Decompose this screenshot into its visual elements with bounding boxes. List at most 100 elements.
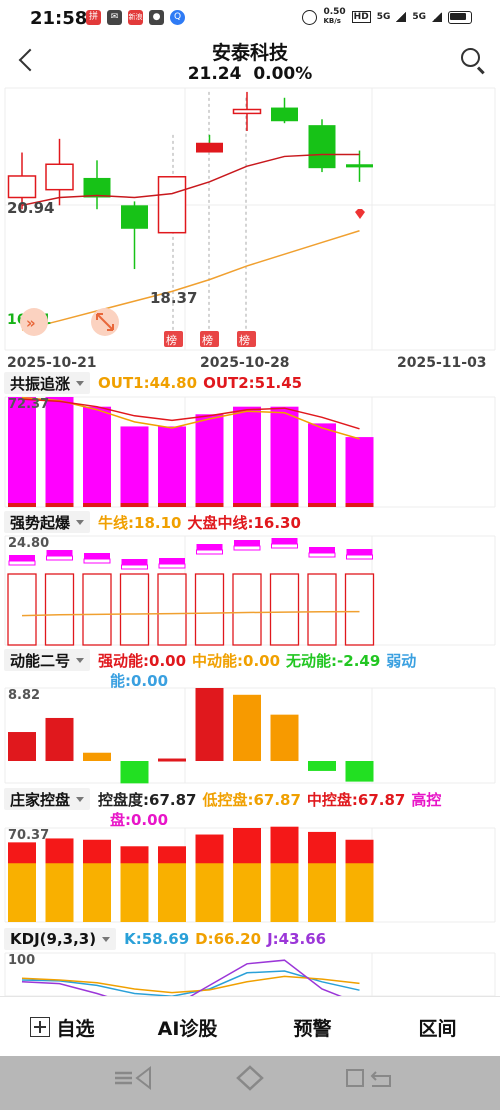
- chevron-down-icon: [76, 519, 85, 525]
- qiangshi-bar: [269, 573, 300, 646]
- signal-icon: [396, 12, 407, 22]
- alert-button[interactable]: 预警: [293, 1017, 332, 1040]
- search-icon[interactable]: [461, 48, 480, 67]
- bang-badge[interactable]: 榜: [237, 331, 256, 347]
- zhuangjia-orange-bar: [158, 863, 186, 922]
- status-time: 21:58: [30, 8, 88, 29]
- gongzhen-bar: [120, 426, 149, 503]
- add-watchlist-button[interactable]: 自选: [0, 1014, 125, 1041]
- net-speed: 0.50: [323, 7, 346, 17]
- candle-body: [346, 164, 373, 168]
- qiangshi-cap: [159, 558, 185, 564]
- svg-text:榜: 榜: [202, 333, 213, 347]
- indicator-selector[interactable]: 庄家控盘: [4, 788, 91, 810]
- chevron-down-icon: [102, 936, 111, 942]
- control-degree-value: 控盘度:67.87: [98, 790, 197, 809]
- stock-change: 0.00%: [253, 64, 313, 84]
- zhuangjia-orange-bar: [8, 863, 36, 922]
- kdj-j-line: [21, 959, 342, 996]
- kdj-k-line: [21, 970, 360, 996]
- ma-orange-line: [21, 230, 360, 331]
- chevron-down-icon: [76, 657, 85, 663]
- sina-icon: 新浪: [128, 10, 143, 25]
- dongneng-bar: [83, 752, 111, 761]
- qiangshi-bar: [44, 573, 75, 646]
- qiangshi-cap-frame: [121, 564, 148, 570]
- gongzhen-bar: [158, 426, 186, 503]
- kdj-axis-max: 100: [8, 953, 36, 968]
- home-icon[interactable]: [236, 1065, 264, 1091]
- date-label-start: 2025-10-21: [7, 355, 97, 371]
- qiangshi-cap: [309, 547, 335, 553]
- hd-icon: HD: [351, 11, 371, 23]
- menu-back-icon[interactable]: [115, 1065, 151, 1091]
- recent-apps-icon[interactable]: [346, 1069, 391, 1087]
- bottom-toolbar: 自选 AI诊股 预警 区间: [0, 996, 500, 1057]
- dongneng-axis-max: 8.82: [8, 688, 41, 703]
- qiangshi-cap-frame: [196, 549, 223, 555]
- bang-badge[interactable]: 榜: [200, 331, 219, 347]
- qiangshi-cap-frame: [271, 543, 298, 549]
- kdj-j-value: J:43.66: [267, 930, 327, 948]
- zhuangjia-orange-bar: [345, 863, 374, 922]
- candle-body: [121, 205, 148, 229]
- qiangshi-cap-frame: [8, 560, 36, 566]
- zhuangjia-orange-bar: [270, 863, 299, 922]
- date-label-mid: 2025-10-28: [200, 355, 290, 371]
- market-midline-value: 大盘中线:16.30: [187, 513, 301, 532]
- signal-diamond-icon: [355, 209, 365, 219]
- mid-control-value: 中控盘:67.87: [306, 790, 406, 809]
- kdj-d-value: D:66.20: [195, 930, 262, 948]
- indicator-bar-kdj: KDJ(9,3,3) K:58.69 D:66.20 J:43.66: [0, 927, 332, 951]
- expand-arrows-icon[interactable]: [91, 308, 119, 336]
- zhuangjia-orange-bar: [45, 863, 74, 922]
- range-button[interactable]: 区间: [418, 1017, 457, 1040]
- indicator-bar-dongneng: 动能二号 强动能:0.00 中动能:0.00 无动能:-2.49 弱动: [0, 648, 422, 672]
- qiangshi-bar: [307, 573, 337, 646]
- strong-momentum-value: 强动能:0.00: [98, 651, 187, 670]
- signal-5g-1: 5G: [376, 12, 391, 22]
- gongzhen-bar-base: [270, 503, 299, 507]
- qiangshi-bar: [157, 573, 187, 646]
- net-unit: KB/s: [323, 17, 341, 25]
- qiangshi-cap: [121, 559, 148, 565]
- stock-name: 安泰科技: [211, 42, 288, 64]
- out1-value: OUT1:44.80: [98, 374, 198, 392]
- dongneng-bar: [158, 758, 186, 762]
- qiangshi-cap: [234, 540, 260, 546]
- zhuangjia-orange-bar: [120, 863, 149, 922]
- mid-momentum-value: 中动能:0.00: [192, 651, 281, 670]
- message-icon: ●: [149, 10, 164, 25]
- out2-value: OUT2:51.45: [203, 374, 303, 392]
- dongneng-bar: [8, 732, 36, 761]
- qiangshi-cap: [346, 549, 373, 555]
- ai-diagnosis-button[interactable]: AI诊股: [157, 1017, 218, 1040]
- dongneng-bar: [120, 761, 149, 784]
- candle-body: [157, 176, 187, 234]
- qq-icon: Q: [170, 10, 185, 25]
- alarm-icon: [302, 9, 318, 25]
- gongzhen-bar-base: [233, 503, 261, 507]
- pinduoduo-icon: 拼: [86, 10, 101, 25]
- gongzhen-bar-base: [8, 503, 36, 507]
- candle-body: [271, 107, 298, 122]
- svg-text:»: »: [26, 314, 36, 332]
- indicator-selector[interactable]: KDJ(9,3,3): [4, 928, 117, 950]
- indicator-selector[interactable]: 强势起爆: [4, 511, 91, 533]
- qiangshi-bar: [7, 573, 37, 646]
- svg-text:榜: 榜: [239, 333, 250, 347]
- gongzhen-bar: [345, 437, 374, 503]
- status-bar: 21:58 拼 ✉ 新浪 ● Q 0.50 KB/s HD 5G 5G: [0, 0, 500, 38]
- mail-icon: ✉: [107, 10, 122, 25]
- dongneng-bar: [308, 761, 336, 771]
- indicator-selector[interactable]: 动能二号: [4, 649, 91, 671]
- qiangshi-bar: [194, 573, 225, 646]
- bang-badge[interactable]: 榜: [164, 331, 183, 347]
- indicator-selector[interactable]: 共振追涨: [4, 372, 91, 394]
- qiangshi-cap-frame: [83, 558, 111, 564]
- signal-icon-2: [432, 12, 442, 22]
- low-control-value: 低控盘:67.87: [202, 790, 301, 809]
- plus-icon: [30, 1017, 51, 1037]
- collapse-chevron-icon[interactable]: »: [20, 308, 48, 336]
- kline-chart-area[interactable]: 20.94 18.37 16.81 2025-10-21 2025-10-28 …: [0, 0, 500, 996]
